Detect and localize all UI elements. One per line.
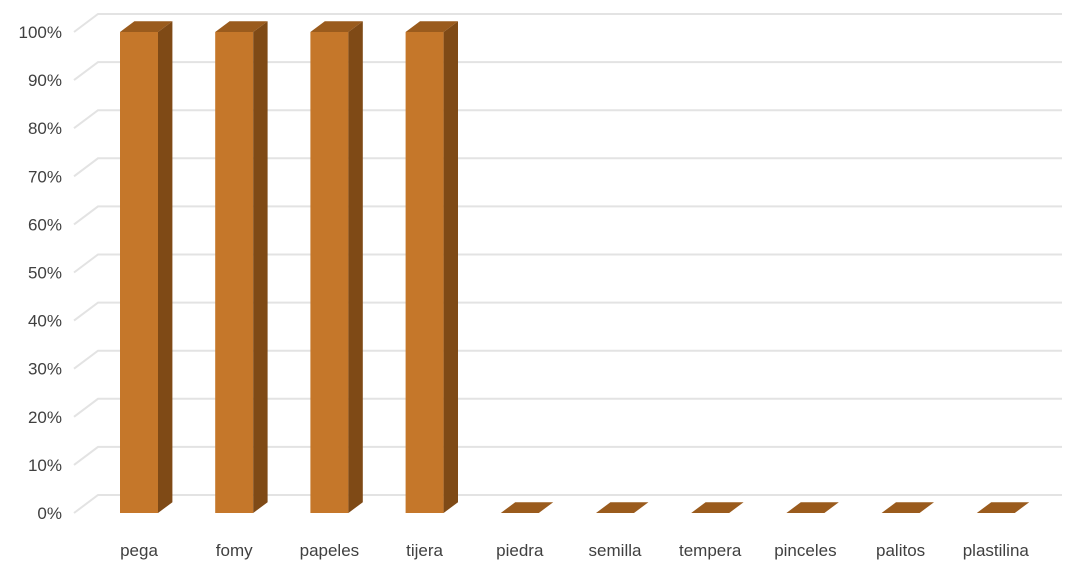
x-category-label: pega xyxy=(120,541,158,560)
gridlines xyxy=(73,13,1062,514)
bar-side xyxy=(253,21,268,513)
bar-top xyxy=(596,502,649,513)
gridline xyxy=(73,61,1062,81)
x-category-label: semilla xyxy=(589,541,642,560)
x-category-label: fomy xyxy=(216,541,253,560)
y-tick-label: 90% xyxy=(28,71,62,90)
gridline xyxy=(73,397,1062,418)
gridline xyxy=(73,157,1062,178)
bar-front xyxy=(215,32,254,513)
bar-fomy xyxy=(215,21,268,513)
x-category-label: pinceles xyxy=(774,541,836,560)
y-tick-label: 0% xyxy=(37,504,62,523)
bar-piedra xyxy=(500,502,554,513)
bar-semilla xyxy=(596,502,649,513)
gridline xyxy=(73,349,1062,370)
x-category-label: plastilina xyxy=(963,541,1030,560)
bar-front xyxy=(120,32,158,513)
y-tick-label: 60% xyxy=(28,215,62,234)
gridline xyxy=(73,445,1062,466)
bar-front xyxy=(310,32,349,513)
bar-side xyxy=(158,21,173,513)
gridline xyxy=(73,13,1062,33)
bar-tijera xyxy=(405,21,458,513)
bar-front xyxy=(405,32,444,513)
bar-top xyxy=(691,502,744,513)
gridline xyxy=(73,301,1062,322)
bar-pega xyxy=(120,21,173,513)
x-category-label: tempera xyxy=(679,541,742,560)
gridline xyxy=(73,109,1062,129)
y-tick-label: 20% xyxy=(28,408,62,427)
x-category-label: papeles xyxy=(300,541,360,560)
bars xyxy=(120,21,1030,513)
bar-tempera xyxy=(691,502,744,513)
x-category-label: piedra xyxy=(496,541,544,560)
gridline xyxy=(73,205,1062,226)
bar-top xyxy=(881,502,934,513)
x-category-label: tijera xyxy=(406,541,443,560)
bar-top xyxy=(976,502,1030,513)
bar-side xyxy=(443,21,458,513)
bar-top xyxy=(405,21,458,32)
y-tick-label: 10% xyxy=(28,456,62,475)
bar-palitos xyxy=(881,502,934,513)
bar-top xyxy=(786,502,839,513)
gridline xyxy=(73,253,1062,274)
bar-top xyxy=(500,502,554,513)
y-tick-label: 70% xyxy=(28,167,62,186)
bar-pinceles xyxy=(786,502,839,513)
x-axis-categories: pega fomy papeles tijera piedra semilla temper… xyxy=(120,541,1029,560)
bar-top xyxy=(215,21,268,32)
gridline xyxy=(73,494,1062,514)
x-category-label: palitos xyxy=(876,541,925,560)
bar-top xyxy=(120,21,173,32)
y-tick-label: 80% xyxy=(28,119,62,138)
y-tick-label: 50% xyxy=(28,264,62,283)
y-tick-label: 100% xyxy=(19,23,62,42)
y-tick-label: 30% xyxy=(28,360,62,379)
y-tick-label: 40% xyxy=(28,312,62,331)
y-axis-ticks: 0% 10% 20% 30% 40% 50% 60% 70% 80% 90% 100% xyxy=(19,23,62,523)
bar-top xyxy=(310,21,363,32)
bar-papeles xyxy=(310,21,363,513)
bar-plastilina xyxy=(976,502,1030,513)
bar-side xyxy=(348,21,363,513)
